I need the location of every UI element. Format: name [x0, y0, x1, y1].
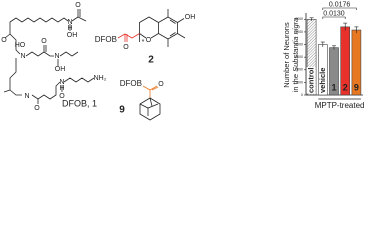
group-label: MPTP-treated [315, 101, 365, 110]
atom-label: O [146, 37, 152, 44]
p-value-label: 0.0130 [323, 10, 345, 17]
atom-label: OH [55, 66, 66, 73]
atom-label: H [67, 25, 72, 32]
atom-label: O [1, 37, 7, 44]
atom-label: O [41, 38, 47, 45]
atom-label: O [59, 93, 65, 100]
compound-number: 9 [119, 105, 125, 116]
substituent-label: DFOB [120, 79, 142, 88]
y-tick-label: 6000 [295, 17, 303, 21]
bar-label: 2 [343, 82, 348, 92]
bar-label: 1 [331, 82, 336, 92]
structure-caption: DFOB, 1 [62, 98, 97, 108]
significance-bracket [322, 7, 357, 10]
bar-label: vehicle [318, 68, 327, 93]
y-axis-title-italic: Substantia nigra [291, 18, 300, 72]
atom-label: N [54, 53, 59, 60]
atom-label: N [24, 93, 29, 100]
atom-label: OH [185, 14, 196, 21]
atom-label: N [59, 79, 64, 86]
y-tick-label: 4000 [295, 42, 303, 46]
compound9-skeleton [139, 85, 161, 121]
bar-label: control [307, 68, 316, 93]
atom-label: O [123, 44, 129, 51]
y-axis-title: Number of Neurons [282, 22, 291, 88]
atom-label: HO [15, 42, 26, 49]
y-axis-title-part: in the [291, 72, 300, 92]
atom-label: * [142, 39, 145, 46]
atom-label: O [34, 105, 40, 112]
atom-label: NH₂ [94, 75, 107, 82]
bar-label-bg [306, 67, 316, 94]
atom-label: H [59, 85, 64, 92]
significance-bracket [322, 16, 346, 19]
y-tick-label: 0 [301, 93, 303, 97]
figure: Number of Neurons in the Substantia nigr… [1, 1, 365, 121]
bar-label: 9 [354, 82, 359, 92]
compound-number: 2 [148, 55, 154, 66]
page: Number of Neurons in the Substantia nigr… [1, 1, 365, 121]
atom-label: N [20, 53, 25, 60]
y-tick-label: 5000 [295, 30, 303, 34]
dfob-skeleton [3, 9, 95, 104]
y-axis-title: in the Substantia nigra [291, 18, 300, 93]
p-value-label: 0.0176 [329, 1, 351, 8]
y-tick-label: 3000 [295, 55, 303, 59]
compound2-skeleton [117, 9, 186, 47]
atom-label: O [75, 2, 81, 9]
atom-label: OH [67, 32, 78, 39]
atom-label: O [158, 81, 164, 88]
y-tick-label: 2000 [295, 68, 303, 72]
atom-label: N [67, 19, 72, 26]
y-tick-label: 1000 [295, 80, 303, 84]
substituent-label: DFOB [95, 35, 117, 44]
